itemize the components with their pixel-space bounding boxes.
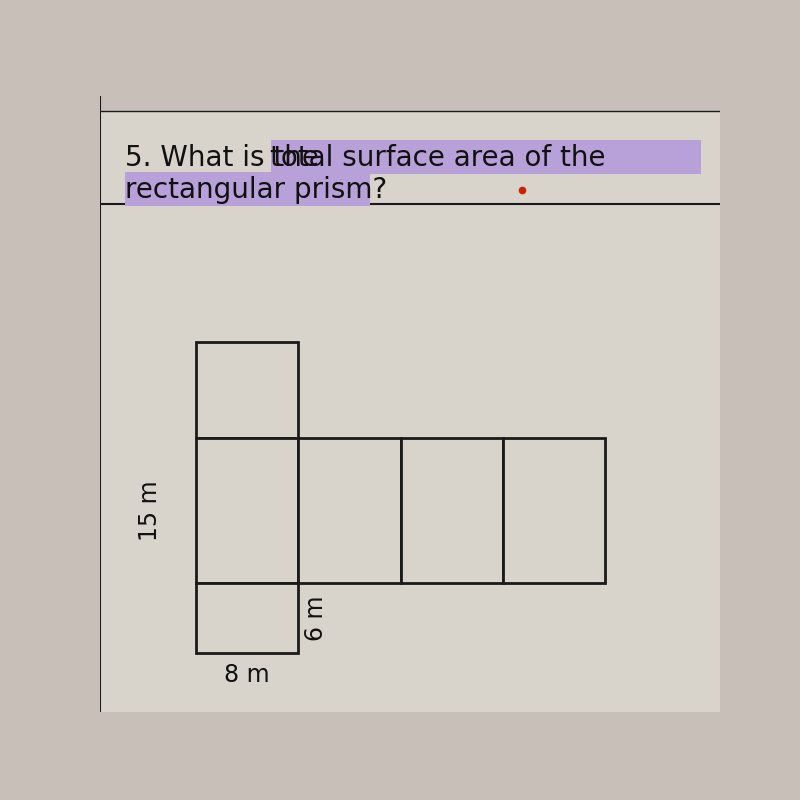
Bar	[401, 438, 503, 582]
Bar	[298, 438, 401, 582]
Text: 5. What is the: 5. What is the	[125, 144, 327, 172]
Bar	[196, 342, 298, 438]
Bar	[270, 140, 702, 174]
Text: 6 m: 6 m	[304, 595, 328, 641]
Text: 15 m: 15 m	[138, 480, 162, 541]
Bar	[196, 582, 298, 654]
Bar	[503, 438, 606, 582]
Text: 8 m: 8 m	[225, 663, 270, 687]
Bar	[196, 438, 298, 582]
Text: 64: 64	[227, 608, 250, 626]
Text: rectangular prism?: rectangular prism?	[125, 176, 387, 204]
Bar	[100, 111, 720, 204]
Text: 64: 64	[229, 378, 255, 398]
Text: total surface area of the: total surface area of the	[270, 144, 606, 172]
Bar	[100, 204, 720, 712]
Bar	[125, 172, 370, 206]
